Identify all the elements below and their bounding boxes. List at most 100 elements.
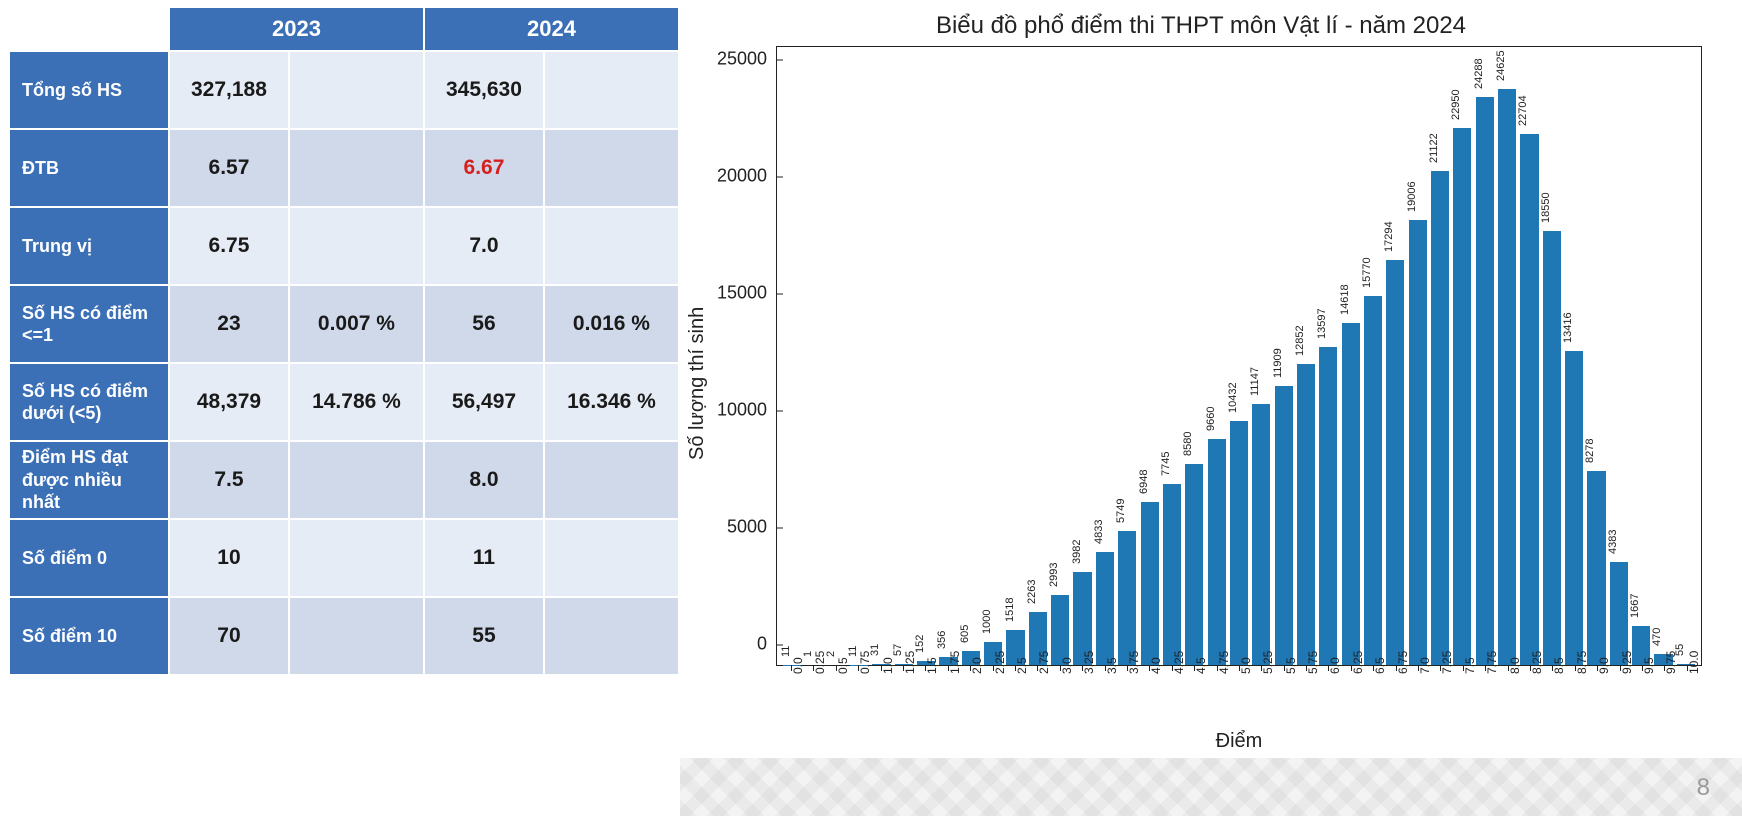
bar-value-label: 7745	[1160, 451, 1172, 475]
bar	[1431, 171, 1449, 665]
bar-slot: 10432	[1230, 47, 1248, 665]
bar	[1342, 323, 1360, 665]
bar-value-label: 11909	[1272, 349, 1284, 379]
bar-slot: 11	[783, 47, 801, 665]
row-label: Số HS có điểm <=1	[9, 285, 169, 363]
bar-value-label: 2263	[1026, 580, 1038, 604]
cell-2023-value: 327,188	[169, 51, 289, 129]
bar-value-label: 57	[892, 643, 904, 655]
bar-slot: 8278	[1587, 47, 1605, 665]
bar-value-label: 1518	[1004, 597, 1016, 621]
cell-2024-pct: 16.346 %	[544, 363, 679, 441]
bar-slot: 15770	[1364, 47, 1382, 665]
chart-xtick: 9.5	[1633, 666, 1651, 728]
bar-slot: 22950	[1453, 47, 1471, 665]
bar-slot: 11147	[1252, 47, 1270, 665]
cell-2023-pct	[289, 129, 424, 207]
table-header-row: 2023 2024	[9, 7, 679, 51]
bar	[1386, 260, 1404, 665]
chart-xtick: 4.5	[1185, 666, 1203, 728]
bar-slot: 4833	[1096, 47, 1114, 665]
bar-slot: 9660	[1208, 47, 1226, 665]
bar-slot: 57	[895, 47, 913, 665]
chart-xtick: 2.25	[984, 666, 1002, 728]
chart-xtick: 3.75	[1118, 666, 1136, 728]
table-row: Số HS có điểm dưới (<5)48,37914.786 %56,…	[9, 363, 679, 441]
chart-xtick: 5.5	[1275, 666, 1293, 728]
bar-value-label: 4383	[1607, 530, 1619, 554]
chart-xtick: 5.25	[1252, 666, 1270, 728]
table-row: Tổng số HS327,188 345,630	[9, 51, 679, 129]
cell-2024-pct	[544, 129, 679, 207]
chart-ytick: 10000	[717, 400, 777, 421]
cell-2023-pct	[289, 597, 424, 675]
cell-2023-pct: 0.007 %	[289, 285, 424, 363]
stats-table-wrap: 2023 2024 Tổng số HS327,188345,630ĐTB6.5…	[0, 0, 680, 816]
bar-slot: 1	[805, 47, 823, 665]
stats-table: 2023 2024 Tổng số HS327,188345,630ĐTB6.5…	[8, 6, 680, 676]
bar-value-label: 1000	[981, 609, 993, 633]
col-header-2023: 2023	[169, 7, 424, 51]
bar	[1364, 296, 1382, 665]
bar-slot: 6948	[1141, 47, 1159, 665]
bar-value-label: 22950	[1450, 89, 1462, 120]
cell-2024-pct	[544, 441, 679, 519]
cell-2023-pct	[289, 441, 424, 519]
bar-value-label: 19006	[1406, 182, 1418, 213]
row-label: Số HS có điểm dưới (<5)	[9, 363, 169, 441]
chart-xtick: 3.25	[1073, 666, 1091, 728]
bar	[1319, 347, 1337, 665]
bar-value-label: 356	[936, 630, 948, 648]
chart-ylabel: Số lượng thí sinh	[686, 307, 709, 460]
chart-xtick: 7.5	[1454, 666, 1472, 728]
bar-slot: 470	[1654, 47, 1672, 665]
chart-xtick: 8.0	[1499, 666, 1517, 728]
bar	[1208, 439, 1226, 665]
row-label: Điểm HS đạt được nhiều nhất	[9, 441, 169, 519]
chart-xtick: 2.0	[961, 666, 979, 728]
table-row: Số điểm 01011	[9, 519, 679, 597]
cell-2024-value: 345,630	[424, 51, 544, 129]
cell-2023-value: 7.5	[169, 441, 289, 519]
bar-slot: 2263	[1029, 47, 1047, 665]
row-label: ĐTB	[9, 129, 169, 207]
bar-value-label: 11	[780, 645, 792, 656]
chart-xtick: 0.0	[782, 666, 800, 728]
bar-slot: 1518	[1006, 47, 1024, 665]
table-corner-cell	[9, 7, 169, 51]
bar-value-label: 12852	[1294, 326, 1306, 357]
bar	[1230, 421, 1248, 665]
bar-slot: 3982	[1073, 47, 1091, 665]
chart-xtick: 6.5	[1364, 666, 1382, 728]
bar-slot: 356	[939, 47, 957, 665]
row-label: Số điểm 10	[9, 597, 169, 675]
chart-xtick: 10.0	[1678, 666, 1696, 728]
chart-xtick: 5.0	[1230, 666, 1248, 728]
bar-value-label: 11147	[1249, 367, 1261, 396]
row-label: Tổng số HS	[9, 51, 169, 129]
bar-value-label: 14618	[1339, 284, 1351, 315]
bar-slot: 4383	[1610, 47, 1628, 665]
bar-slot: 14618	[1342, 47, 1360, 665]
chart-xtick: 9.0	[1588, 666, 1606, 728]
cell-2024-pct	[544, 207, 679, 285]
chart-xtick: 1.5	[916, 666, 934, 728]
bar	[1520, 134, 1538, 665]
bar-value-label: 4833	[1093, 519, 1105, 543]
chart-xtick: 7.25	[1431, 666, 1449, 728]
bar-value-label: 18550	[1540, 192, 1552, 223]
bar-value-label: 21122	[1428, 133, 1440, 163]
bar-value-label: 22704	[1517, 95, 1529, 126]
bar-slot: 22704	[1520, 47, 1538, 665]
col-header-2024: 2024	[424, 7, 679, 51]
bar-value-label: 2993	[1048, 563, 1060, 587]
bar-slot: 2993	[1051, 47, 1069, 665]
bar	[1141, 502, 1159, 665]
cell-2023-pct	[289, 519, 424, 597]
chart-xtick: 6.75	[1387, 666, 1405, 728]
chart-xtick: 3.5	[1095, 666, 1113, 728]
bar	[1051, 595, 1069, 665]
chart-xlabel: Điểm	[776, 730, 1702, 753]
cell-2023-pct	[289, 51, 424, 129]
table-row: Trung vị6.757.0	[9, 207, 679, 285]
